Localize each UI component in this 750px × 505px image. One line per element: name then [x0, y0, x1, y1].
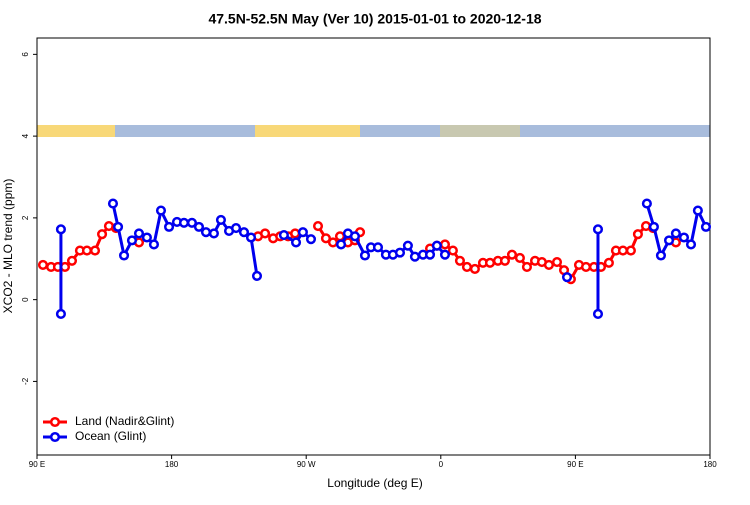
legend-marker [49, 416, 61, 428]
point [37, 259, 49, 270]
point [700, 221, 712, 232]
plot-frame [36, 37, 711, 456]
x-tick-label: 90 E [567, 460, 583, 469]
point [141, 232, 152, 243]
map-strip [37, 125, 710, 137]
point [506, 249, 518, 260]
point [521, 261, 532, 272]
point [118, 250, 130, 261]
point [89, 245, 101, 256]
point [454, 255, 465, 266]
y-tick-label: 6 [21, 52, 30, 57]
x-tick-label: 90 W [297, 460, 316, 469]
point [685, 239, 697, 250]
point [215, 214, 227, 225]
point [402, 240, 413, 251]
point [424, 249, 436, 260]
point [208, 228, 219, 239]
point [148, 239, 160, 250]
point [155, 205, 167, 216]
point [561, 272, 573, 283]
point [447, 245, 458, 256]
point [580, 261, 592, 272]
point [439, 239, 451, 250]
point [603, 257, 614, 268]
point [592, 224, 604, 235]
point [107, 198, 119, 209]
point [655, 250, 666, 261]
point [394, 247, 406, 258]
point [81, 245, 93, 256]
legend-label: Ocean (Glint) [75, 429, 146, 443]
legend-label: Land (Nadir&Glint) [75, 414, 174, 428]
point [592, 308, 604, 320]
point [409, 251, 420, 262]
point [320, 233, 331, 244]
point [200, 227, 212, 238]
point [484, 257, 496, 268]
point [55, 224, 66, 235]
point [297, 227, 308, 238]
point [670, 228, 681, 239]
point [55, 308, 66, 320]
y-tick-label: 0 [21, 297, 30, 302]
point [334, 231, 346, 242]
point [692, 205, 703, 216]
point [678, 232, 690, 243]
point [349, 231, 361, 242]
point [625, 245, 636, 256]
point [632, 229, 643, 240]
y-tick-label: 4 [21, 133, 30, 138]
point [543, 259, 554, 270]
point [469, 263, 480, 275]
point [648, 221, 659, 232]
point [133, 228, 145, 239]
point [186, 217, 197, 228]
point [359, 250, 371, 261]
point [238, 227, 250, 238]
point [66, 255, 78, 266]
point [431, 240, 442, 251]
point [372, 242, 384, 253]
point [164, 221, 175, 232]
point [245, 232, 257, 243]
point [499, 255, 511, 266]
x-tick-label: 180 [165, 460, 179, 469]
point [617, 245, 629, 256]
point [231, 223, 242, 234]
point [97, 229, 108, 240]
point [327, 237, 339, 248]
point [178, 217, 190, 228]
point [663, 235, 675, 246]
legend-marker [49, 431, 61, 443]
point [641, 198, 652, 209]
x-tick-label: 180 [703, 460, 717, 469]
point [335, 239, 347, 250]
point [551, 256, 563, 268]
point [514, 252, 525, 263]
point [126, 235, 138, 246]
point [290, 228, 301, 239]
x-tick-label: 0 [439, 460, 444, 469]
x-tick-label: 90 E [29, 460, 45, 469]
y-tick-label: -2 [21, 377, 30, 385]
point [439, 249, 451, 260]
point [193, 221, 205, 232]
y-axis-label: XCO2 - MLO trend (ppm) [1, 179, 15, 314]
x-axis-label: Longitude (deg E) [327, 476, 422, 490]
point [305, 234, 317, 245]
point [113, 221, 124, 232]
point [278, 230, 289, 241]
point [251, 270, 263, 281]
point [312, 221, 324, 232]
point [461, 261, 473, 272]
y-tick-label: 2 [21, 215, 30, 220]
point [260, 228, 271, 239]
point [290, 237, 302, 248]
chart-title: 47.5N-52.5N May (Ver 10) 2015-01-01 to 2… [208, 11, 541, 27]
